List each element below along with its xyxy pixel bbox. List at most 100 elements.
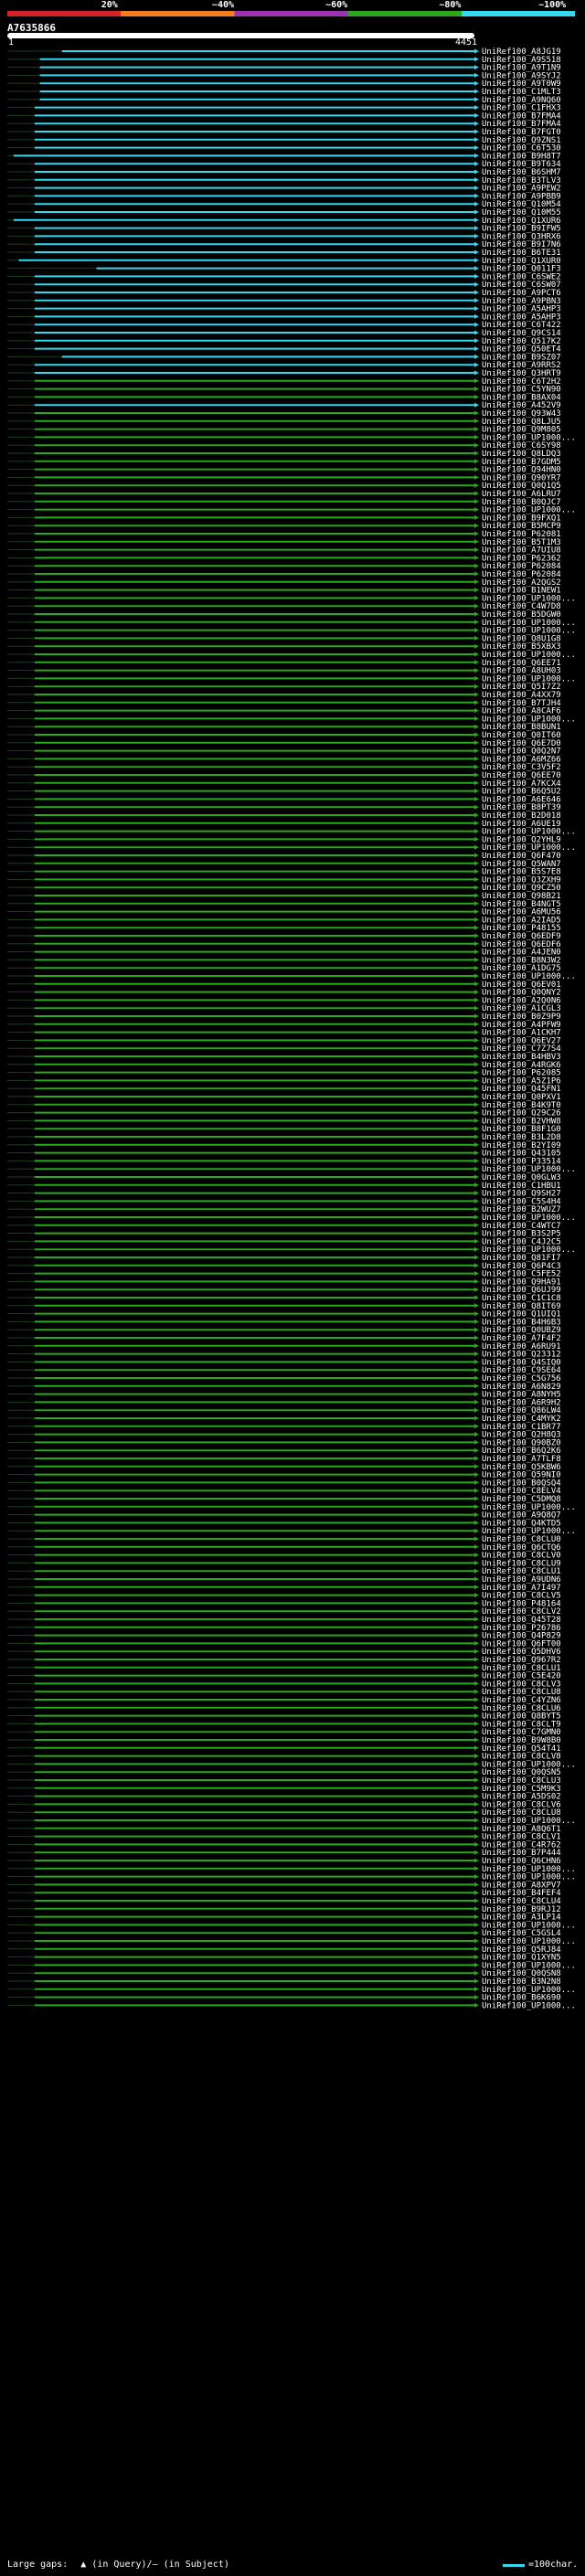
hit-row[interactable]: UniRef100_Q0UBZ9 bbox=[7, 1326, 561, 1335]
hit-row[interactable]: UniRef100_C8CLV6 bbox=[7, 1800, 561, 1809]
hit-row[interactable]: UniRef100_A1DG75 bbox=[7, 964, 561, 973]
hit-row[interactable]: UniRef100_B0QSQ4 bbox=[7, 1479, 561, 1488]
hit-row[interactable]: UniRef100_Q5I7Z2 bbox=[7, 683, 561, 692]
hit-row[interactable]: UniRef100_A7TLF8 bbox=[7, 1455, 561, 1464]
hit-row[interactable]: UniRef100_C8CLV3 bbox=[7, 1680, 561, 1689]
hit-row[interactable]: UniRef100_Q9CS14 bbox=[7, 329, 561, 338]
hit-row[interactable]: UniRef100_B4FEF4 bbox=[7, 1889, 561, 1898]
hit-row[interactable]: UniRef100_C5YN90 bbox=[7, 386, 561, 395]
hit-row[interactable]: UniRef100_B8N3W2 bbox=[7, 956, 561, 965]
hit-row[interactable]: UniRef100_C1C1C8 bbox=[7, 1294, 561, 1303]
hit-row[interactable]: UniRef100_Q9SH27 bbox=[7, 1190, 561, 1199]
hit-row[interactable]: UniRef100_Q81FI7 bbox=[7, 1254, 561, 1263]
hit-row[interactable]: UniRef100_A2Q0N6 bbox=[7, 996, 561, 1005]
hit-row[interactable]: UniRef100_C8CLU8 bbox=[7, 1688, 561, 1697]
hit-row[interactable]: UniRef100_B6Q2K6 bbox=[7, 1447, 561, 1456]
hit-row[interactable]: UniRef100_C4MYK2 bbox=[7, 1415, 561, 1424]
hit-row[interactable]: UniRef100_Q0QNY2 bbox=[7, 989, 561, 998]
hit-row[interactable]: UniRef100_A7I497 bbox=[7, 1584, 561, 1593]
hit-row[interactable]: UniRef100_B7FMA4 bbox=[7, 111, 561, 121]
hit-row[interactable]: UniRef100_A9NQ60 bbox=[7, 96, 561, 105]
hit-row[interactable]: UniRef100_B7P444 bbox=[7, 1849, 561, 1858]
hit-row[interactable]: UniRef100_B3TLV3 bbox=[7, 176, 561, 186]
hit-row[interactable]: UniRef100_UP1000... bbox=[7, 1873, 576, 1882]
hit-row[interactable]: UniRef100_A5AHP3 bbox=[7, 313, 561, 322]
hit-row[interactable]: UniRef100_UP1000... bbox=[7, 1503, 576, 1512]
hit-row[interactable]: UniRef100_B4HBV3 bbox=[7, 1053, 561, 1062]
hit-row[interactable]: UniRef100_Q0GLW3 bbox=[7, 1173, 561, 1182]
hit-row[interactable]: UniRef100_B3L2D8 bbox=[7, 1133, 561, 1142]
hit-row[interactable]: UniRef100_Q43105 bbox=[7, 1150, 561, 1159]
hit-row[interactable]: UniRef100_C7GMN0 bbox=[7, 1728, 561, 1737]
hit-row[interactable]: UniRef100_Q9M805 bbox=[7, 426, 561, 435]
hit-row[interactable]: UniRef100_C6T422 bbox=[7, 321, 561, 330]
hit-row[interactable]: UniRef100_B8BUN1 bbox=[7, 723, 561, 732]
hit-row[interactable]: UniRef100_A8NYH5 bbox=[7, 1391, 561, 1400]
hit-row[interactable]: UniRef100_C6SW07 bbox=[7, 281, 561, 290]
hit-row[interactable]: UniRef100_B7TJH4 bbox=[7, 699, 561, 708]
hit-row[interactable]: UniRef100_C8CLU0 bbox=[7, 1535, 561, 1544]
hit-row[interactable]: UniRef100_B9I7N6 bbox=[7, 240, 561, 249]
hit-row[interactable]: UniRef100_A6N829 bbox=[7, 1383, 561, 1392]
hit-row[interactable]: UniRef100_C4WTC7 bbox=[7, 1222, 561, 1231]
hit-row[interactable]: UniRef100_B9H8T7 bbox=[7, 152, 561, 161]
hit-row[interactable]: UniRef100_Q517K2 bbox=[7, 337, 561, 346]
hit-row[interactable]: UniRef100_Q54T41 bbox=[7, 1744, 561, 1754]
hit-row[interactable]: UniRef100_B7FGT0 bbox=[7, 128, 561, 137]
hit-row[interactable]: UniRef100_A4PFW9 bbox=[7, 1021, 561, 1030]
hit-row[interactable]: UniRef100_Q011F3 bbox=[7, 265, 561, 274]
hit-row[interactable]: UniRef100_UP1000... bbox=[7, 1865, 576, 1874]
hit-row[interactable]: UniRef100_C4R762 bbox=[7, 1840, 561, 1850]
hit-row[interactable]: UniRef100_A5Z1P6 bbox=[7, 1076, 561, 1086]
hit-row[interactable]: UniRef100_Q6UJ99 bbox=[7, 1286, 561, 1295]
hit-row[interactable]: UniRef100_Q1XYN5 bbox=[7, 1954, 561, 1963]
hit-row[interactable]: UniRef100_Q8IT69 bbox=[7, 1302, 561, 1311]
hit-row[interactable]: UniRef100_P62084 bbox=[7, 562, 561, 571]
hit-row[interactable]: UniRef100_B9W8B0 bbox=[7, 1736, 561, 1745]
hit-row[interactable]: UniRef100_B6K690 bbox=[7, 1994, 561, 2003]
hit-row[interactable]: UniRef100_A4RGK6 bbox=[7, 1061, 561, 1070]
hit-row[interactable]: UniRef100_Q0IT60 bbox=[7, 731, 561, 740]
hit-row[interactable]: UniRef100_UP1000... bbox=[7, 972, 576, 981]
hit-row[interactable]: UniRef100_C5DMQ8 bbox=[7, 1495, 561, 1504]
hit-row[interactable]: UniRef100_C6SY98 bbox=[7, 441, 561, 451]
hit-row[interactable]: UniRef100_B5T1M3 bbox=[7, 538, 561, 547]
hit-row[interactable]: UniRef100_C5M9K3 bbox=[7, 1785, 561, 1794]
hit-row[interactable]: UniRef100_P62362 bbox=[7, 554, 561, 563]
hit-row[interactable]: UniRef100_A9PEW2 bbox=[7, 185, 561, 194]
hit-row[interactable]: UniRef100_A9Q8Q7 bbox=[7, 1511, 561, 1521]
hit-row[interactable]: UniRef100_P48164 bbox=[7, 1599, 561, 1608]
hit-row[interactable]: UniRef100_C8CLT9 bbox=[7, 1720, 561, 1729]
hit-row[interactable]: UniRef100_UP1000... bbox=[7, 1986, 576, 1995]
hit-row[interactable]: UniRef100_C1BR77 bbox=[7, 1423, 561, 1432]
hit-row[interactable]: UniRef100_UP1000... bbox=[7, 506, 576, 515]
hit-row[interactable]: UniRef100_UP1000... bbox=[7, 627, 576, 636]
hit-row[interactable]: UniRef100_C1FHX3 bbox=[7, 104, 561, 113]
hit-row[interactable]: UniRef100_Q5DHV6 bbox=[7, 1648, 561, 1657]
hit-row[interactable]: UniRef100_UP1000... bbox=[7, 1937, 576, 1946]
hit-row[interactable]: UniRef100_Q1XUR0 bbox=[7, 257, 561, 266]
hit-row[interactable]: UniRef100_A9S518 bbox=[7, 56, 561, 65]
hit-row[interactable]: UniRef100_P26786 bbox=[7, 1624, 561, 1633]
hit-row[interactable]: UniRef100_A6R9H2 bbox=[7, 1398, 561, 1407]
hit-row[interactable]: UniRef100_C1HBU1 bbox=[7, 1182, 561, 1191]
hit-row[interactable]: UniRef100_A6E646 bbox=[7, 795, 561, 804]
hit-row[interactable]: UniRef100_A7KCX4 bbox=[7, 779, 561, 789]
hit-row[interactable]: UniRef100_C8CLV2 bbox=[7, 1607, 561, 1617]
hit-row[interactable]: UniRef100_Q1XUR6 bbox=[7, 217, 561, 226]
hit-row[interactable]: UniRef100_B0QJC7 bbox=[7, 498, 561, 507]
hit-row[interactable]: UniRef100_Q8LJU5 bbox=[7, 418, 561, 427]
hit-row[interactable]: UniRef100_A8Q6T1 bbox=[7, 1825, 561, 1834]
hit-row[interactable]: UniRef100_C8CLV8 bbox=[7, 1753, 561, 1762]
hit-row[interactable]: UniRef100_C8CLU9 bbox=[7, 1559, 561, 1568]
hit-row[interactable]: UniRef100_P62085 bbox=[7, 1069, 561, 1078]
hit-row[interactable]: UniRef100_Q8U1G8 bbox=[7, 634, 561, 643]
hit-row[interactable]: UniRef100_A9UDN6 bbox=[7, 1575, 561, 1585]
hit-row[interactable]: UniRef100_P48155 bbox=[7, 924, 561, 933]
hit-row[interactable]: UniRef100_UP1000... bbox=[7, 1961, 576, 1970]
hit-row[interactable]: UniRef100_B2VHW8 bbox=[7, 1117, 561, 1126]
hit-row[interactable]: UniRef100_A5DS02 bbox=[7, 1793, 561, 1802]
hit-row[interactable]: UniRef100_Q8BYT5 bbox=[7, 1712, 561, 1722]
hit-row[interactable]: UniRef100_A9T0W9 bbox=[7, 80, 561, 89]
hit-row[interactable]: UniRef100_C1MLT3 bbox=[7, 88, 561, 97]
